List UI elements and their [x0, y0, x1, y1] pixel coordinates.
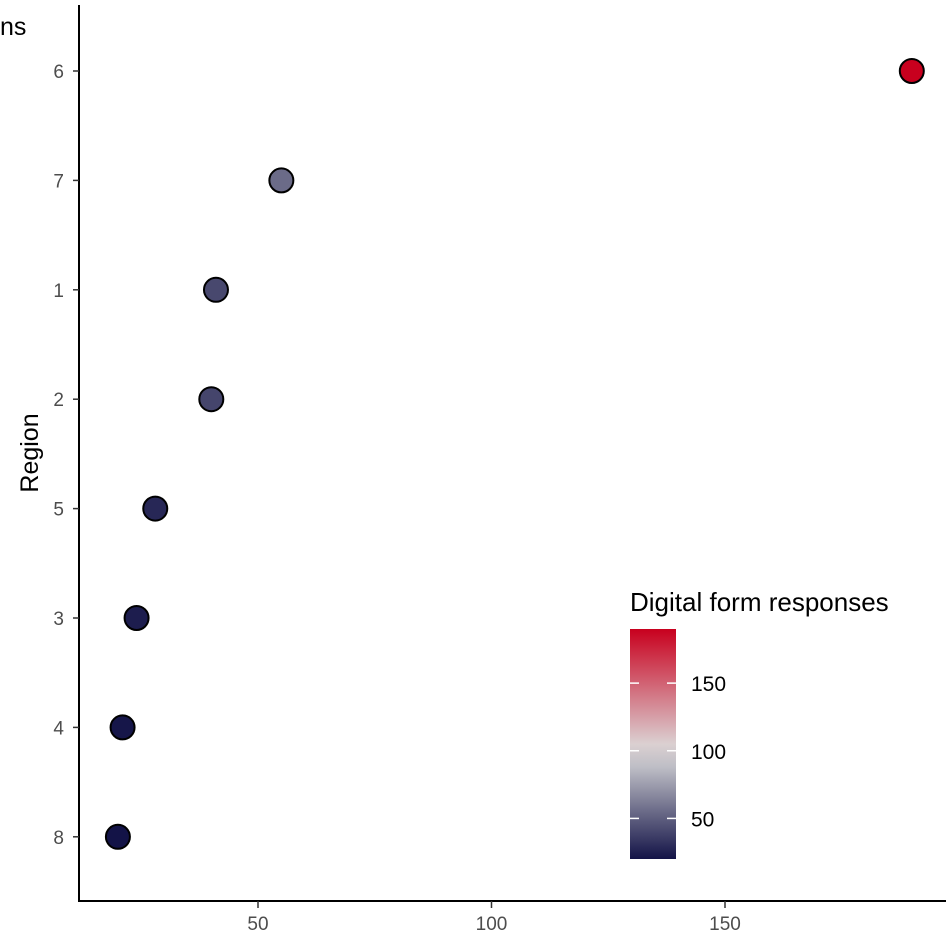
color-legend: Digital form responses 50 100 150	[630, 587, 889, 859]
y-tick-label: 8	[53, 828, 64, 849]
x-tick-label: 150	[709, 914, 741, 935]
y-axis-title: Region	[16, 413, 44, 492]
data-point-region-4	[109, 714, 136, 741]
x-tick-label: 50	[247, 914, 268, 935]
colorbar-tick-label: 150	[691, 673, 726, 696]
y-tick-label: 5	[53, 500, 64, 521]
y-tick-label: 6	[53, 62, 64, 83]
data-point-region-3	[123, 605, 150, 631]
y-tick-label: 2	[53, 390, 64, 411]
legend-title: Digital form responses	[630, 587, 889, 617]
y-tick-label: 7	[53, 171, 64, 192]
data-points	[104, 58, 925, 850]
data-point-region-2	[198, 386, 225, 413]
data-point-region-6	[898, 58, 925, 84]
y-tick-label: 4	[53, 718, 64, 739]
data-point-region-7	[268, 167, 295, 194]
colorbar-tick-label: 50	[691, 808, 714, 831]
colorbar-tick-label: 100	[691, 741, 726, 764]
colorbar-ticks: 50 100 150	[630, 673, 726, 831]
y-axis-ticks: 6 7 1 2 5 3 4 8	[53, 62, 79, 849]
data-point-region-1	[202, 276, 229, 303]
y-tick-label: 1	[53, 281, 64, 302]
chart-title-fragment: ns	[0, 13, 26, 41]
data-point-region-8	[104, 823, 131, 850]
y-tick-label: 3	[53, 609, 64, 630]
data-point-region-5	[142, 495, 169, 522]
colorbar	[630, 629, 676, 859]
x-tick-label: 100	[476, 914, 508, 935]
x-axis-ticks: 50 100 150	[247, 901, 741, 935]
